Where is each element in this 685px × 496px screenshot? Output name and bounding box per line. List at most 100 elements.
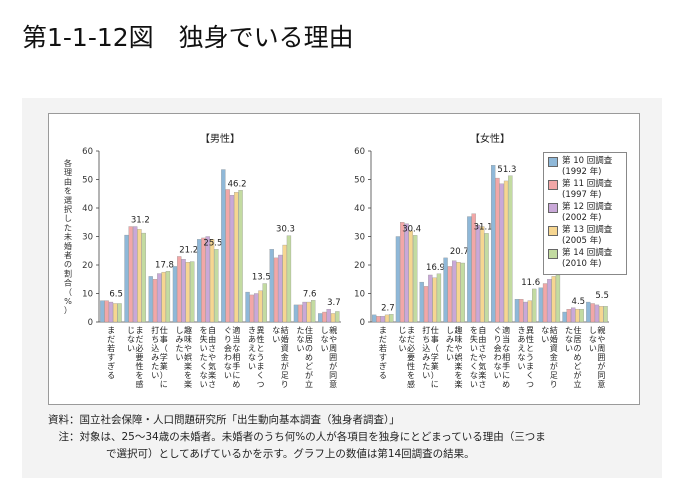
legend-year: (1997 年) [562, 190, 602, 200]
category-label-char: を [470, 326, 478, 335]
category-label-char: 周 [329, 344, 337, 353]
bar [221, 169, 226, 323]
category-label-char: 同 [597, 371, 605, 380]
data-label: 2.7 [381, 303, 395, 313]
category-label-char: 打 [422, 325, 430, 335]
category-label-char: を [184, 371, 192, 380]
category-label-char: （ [431, 344, 439, 353]
category-label-char: 異 [526, 326, 534, 335]
bar [428, 274, 433, 323]
bar [245, 291, 250, 323]
y-axis-label-char: （ [64, 287, 72, 297]
category-label-char: の [574, 344, 582, 353]
legend-year: (2010 年) [562, 259, 602, 269]
category-label-char: が [550, 361, 558, 371]
category-label-char: 居 [574, 335, 582, 344]
bar [113, 303, 118, 323]
category-label-char: 事 [160, 334, 168, 344]
category-label-char: 周 [597, 344, 605, 353]
data-label: 21.2 [179, 245, 198, 255]
category-label-char: み [175, 335, 183, 344]
category-label-char: ま [136, 326, 144, 335]
category-label-char: 適 [502, 325, 510, 335]
bar [575, 309, 580, 323]
legend-label: 第 12 回調査 [562, 202, 613, 212]
category-label-char: く [257, 371, 265, 380]
category-label-char: 味 [455, 334, 463, 344]
legend-item: 第 13 回調査 (2005 年) [548, 225, 622, 247]
bar [269, 249, 274, 323]
bar [423, 286, 429, 323]
bar [566, 309, 571, 323]
category-label-char: め [502, 380, 510, 389]
category-label-char: 親 [597, 325, 605, 335]
bar [551, 276, 556, 323]
category-label-char: め [232, 380, 240, 389]
chart-title: 【男性】 [200, 132, 240, 145]
bar [205, 236, 210, 323]
bar [490, 165, 496, 323]
bar [326, 309, 331, 323]
category-label-char: 資 [281, 343, 289, 353]
bar [531, 288, 537, 323]
legend-text: 第 13 回調査 (2005 年) [562, 225, 612, 247]
data-label: 31.2 [131, 216, 150, 226]
source-note: 資料：国立社会保障・人口問題研究所「出生動向基本調査（独身者調査）」 [48, 414, 400, 426]
data-label: 30.4 [402, 224, 421, 234]
category-label-char: だ [107, 335, 115, 344]
bar [599, 306, 604, 323]
bar [181, 259, 186, 323]
category-label-char: だ [136, 335, 144, 344]
category-label-char: 楽 [184, 379, 192, 389]
bar [161, 271, 166, 323]
category-label-char: 学 [160, 352, 168, 362]
bar [436, 273, 442, 323]
category-label-char: な [398, 335, 406, 344]
y-axis-label-char: た [64, 222, 72, 232]
bar [404, 223, 409, 323]
data-label: 16.9 [426, 263, 445, 273]
y-axis-label-char: を [64, 186, 72, 196]
bar [555, 274, 561, 323]
category-label-char: い [470, 380, 478, 389]
category-label-char: 意 [597, 379, 605, 389]
category-label-char: た [200, 353, 208, 362]
bar [380, 316, 385, 323]
category-label-char: り [550, 380, 558, 389]
category-label-char: 居 [305, 335, 313, 344]
y-tick-label: 0 [360, 318, 365, 328]
bar [322, 311, 327, 323]
category-label-char: 娯 [184, 352, 192, 362]
category-label-char: 込 [422, 344, 430, 353]
y-axis-label-char: % [64, 296, 72, 306]
category-label-char: ぎ [107, 361, 115, 371]
category-label-char: 仕 [160, 325, 168, 335]
category-label-char: じ [127, 326, 135, 335]
y-tick-label: 50 [354, 176, 365, 186]
category-label-char: が [281, 361, 289, 371]
bar [253, 293, 259, 323]
y-axis-label-char: 由 [64, 176, 72, 186]
y-axis-label-char: 各 [64, 158, 72, 168]
category-label-char: 立 [305, 379, 313, 389]
legend-text: 第 11 回調査 (1997 年) [562, 179, 612, 201]
bar [189, 261, 195, 323]
category-label-char: 趣 [184, 325, 192, 335]
category-label-char: 由 [208, 334, 216, 344]
category-label-char: な [127, 335, 135, 344]
category-label-char: ） [160, 371, 168, 380]
bar [310, 300, 316, 323]
y-axis-label-char: 選 [64, 195, 72, 205]
bar [172, 266, 178, 323]
bar [432, 277, 437, 323]
y-tick-label: 60 [354, 147, 365, 157]
bar-charts: 【男性】0102030405060各理由を選択した未婚者の割合（%）6.5まだ若… [64, 132, 609, 389]
bar [148, 276, 153, 323]
data-label: 11.6 [521, 278, 540, 288]
category-label-char: 同 [329, 371, 337, 380]
chart-panel-female: 【女性】01020304050602.7まだ若すぎる30.4まだ必要性を感じない… [354, 132, 609, 389]
bar [508, 175, 513, 323]
category-label-char: 自 [478, 325, 486, 335]
bar [128, 226, 133, 323]
category-label-char: ま [407, 326, 415, 335]
